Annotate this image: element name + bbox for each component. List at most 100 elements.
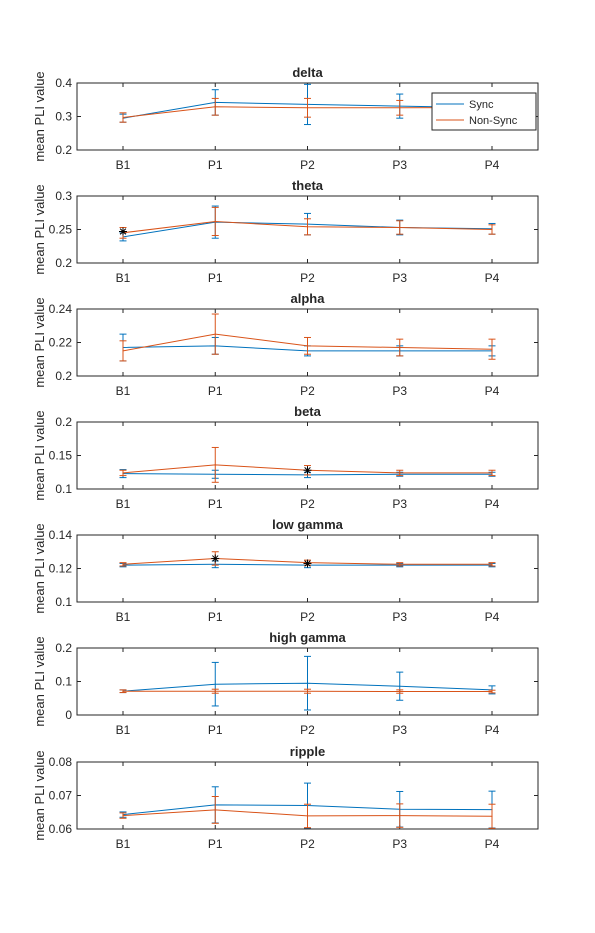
- panel-title: beta: [294, 404, 322, 419]
- panel-title: theta: [292, 178, 324, 193]
- x-tick-label: B1: [116, 271, 131, 285]
- significance-marker: [303, 559, 312, 568]
- data-point: [399, 226, 401, 229]
- y-tick-label: 0.22: [49, 336, 73, 350]
- data-point: [399, 346, 401, 349]
- axes-box: [76, 421, 539, 490]
- y-tick-label: 0.3: [55, 110, 72, 124]
- significance-marker: [119, 227, 127, 236]
- data-point: [214, 106, 216, 108]
- y-axis-label: mean PLI value: [32, 71, 47, 161]
- data-point: [122, 116, 124, 119]
- data-point: [491, 348, 493, 350]
- x-tick-label: P2: [300, 158, 315, 172]
- panel-title: delta: [292, 65, 323, 80]
- y-axis-label: mean PLI value: [32, 523, 47, 613]
- x-tick-label: P1: [208, 271, 223, 285]
- x-tick-label: P3: [392, 723, 407, 737]
- x-tick-label: B1: [116, 610, 131, 624]
- x-tick-label: P2: [300, 723, 315, 737]
- legend-label: Non-Sync: [469, 115, 518, 127]
- y-axis-label: mean PLI value: [32, 184, 47, 274]
- data-point: [214, 464, 216, 466]
- axes-box: [76, 534, 539, 603]
- x-tick-label: B1: [116, 497, 131, 511]
- data-point: [306, 345, 309, 347]
- legend-label: Sync: [469, 99, 494, 111]
- x-tick-label: B1: [116, 723, 131, 737]
- data-point: [214, 683, 216, 685]
- x-tick-label: P4: [485, 610, 500, 624]
- y-axis-label: mean PLI value: [32, 297, 47, 387]
- data-point: [122, 472, 124, 474]
- x-tick-label: P1: [208, 158, 223, 172]
- data-point: [491, 228, 493, 231]
- legend: Sync Non-Sync: [431, 92, 537, 131]
- x-tick-label: P4: [485, 158, 500, 172]
- y-tick-label: 0.1: [55, 482, 72, 496]
- x-tick-label: P4: [485, 723, 500, 737]
- y-tick-label: 0.2: [55, 256, 72, 270]
- x-tick-label: P1: [208, 610, 223, 624]
- data-point: [122, 815, 124, 817]
- y-tick-label: 0.07: [49, 789, 73, 803]
- x-tick-label: P4: [485, 497, 500, 511]
- x-tick-label: P1: [208, 384, 223, 398]
- data-point: [122, 350, 124, 352]
- asterisk-stroke: [304, 467, 311, 474]
- data-point: [399, 815, 401, 817]
- data-point: [122, 690, 124, 692]
- asterisk-stroke: [304, 560, 311, 567]
- panel-delta: delta 0.2 0.3 0.4 B1 P1 P2 P3 P4 mean PLI value Sy…: [32, 65, 539, 172]
- data-point: [491, 563, 493, 565]
- x-tick-label: P3: [392, 271, 407, 285]
- x-tick-label: P4: [485, 837, 500, 851]
- y-tick-label: 0.12: [49, 562, 73, 576]
- data-point: [306, 226, 309, 228]
- data-point: [491, 690, 493, 693]
- x-tick-label: B1: [116, 158, 131, 172]
- y-tick-label: 0.2: [55, 143, 72, 157]
- panel-beta: beta 0.1 0.15 0.2 B1 P1 P2 P3 P4 mean PLI value: [32, 404, 539, 511]
- x-tick-label: P2: [300, 384, 315, 398]
- panel-high-gamma: high gamma 0 0.1 0.2 B1 P1 P2 P3 P4 mean PLI valu…: [32, 630, 539, 737]
- data-point: [399, 690, 401, 693]
- x-tick-label: P3: [392, 610, 407, 624]
- data-point: [214, 220, 216, 223]
- x-tick-label: B1: [116, 384, 131, 398]
- panel-title: ripple: [290, 744, 325, 759]
- data-point: [214, 809, 216, 811]
- significance-marker: [303, 466, 312, 475]
- y-tick-label: 0.25: [49, 223, 73, 237]
- y-tick-label: 0.1: [55, 595, 72, 609]
- y-tick-label: 0.14: [49, 528, 73, 542]
- y-axis-label: mean PLI value: [32, 636, 47, 726]
- y-tick-label: 0.1: [55, 675, 72, 689]
- asterisk-stroke: [119, 228, 127, 235]
- data-point: [491, 815, 493, 817]
- series-non-sync: [119, 796, 496, 829]
- y-tick-label: 0.06: [49, 822, 73, 836]
- y-tick-label: 0.2: [55, 369, 72, 383]
- data-point: [399, 472, 401, 474]
- data-point: [306, 690, 309, 692]
- panel-title: high gamma: [269, 630, 346, 645]
- data-point: [399, 563, 401, 565]
- y-tick-label: 0.24: [49, 302, 73, 316]
- x-tick-label: P1: [208, 837, 223, 851]
- x-tick-label: P2: [300, 271, 315, 285]
- y-tick-label: 0.15: [49, 449, 73, 463]
- panel-ripple: ripple 0.06 0.07 0.08 B1 P1 P2 P3 P4 mean PLI val…: [32, 744, 539, 851]
- x-tick-label: B1: [116, 837, 131, 851]
- x-tick-label: P1: [208, 723, 223, 737]
- x-tick-label: P1: [208, 497, 223, 511]
- panel-title: alpha: [291, 291, 326, 306]
- series-non-sync: [119, 313, 496, 362]
- asterisk-stroke: [212, 555, 219, 562]
- panel-alpha: alpha 0.2 0.22 0.24 B1 P1 P2 P3 P4 mean PLI value: [32, 291, 539, 398]
- data-point: [306, 682, 309, 684]
- panel-low-gamma: low gamma 0.1 0.12 0.14 B1 P1 P2 P3 P4 mean PLI v…: [32, 517, 539, 624]
- x-tick-label: P3: [392, 158, 407, 172]
- y-tick-label: 0.3: [55, 189, 72, 203]
- data-point: [399, 107, 401, 109]
